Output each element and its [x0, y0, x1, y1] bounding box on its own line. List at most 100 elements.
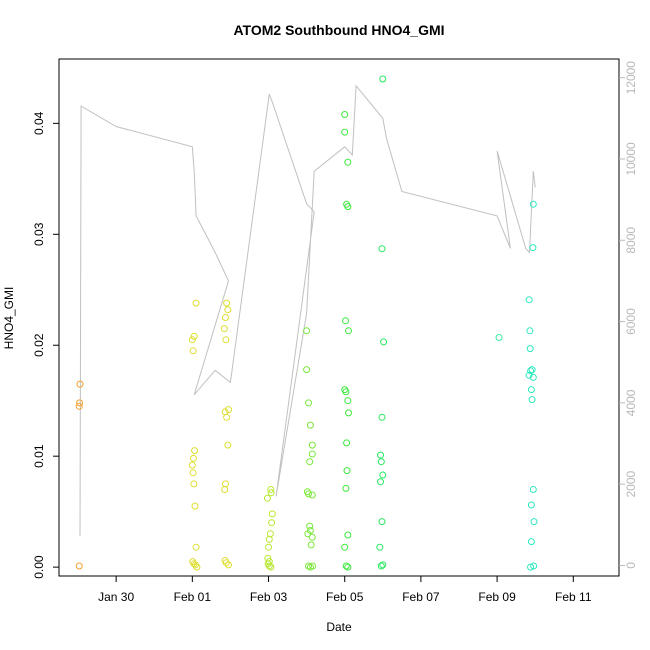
y2-tick-label-1: 2000 — [624, 470, 638, 497]
data-point-60 — [307, 541, 315, 549]
data-point-20 — [222, 314, 229, 321]
data-point-11 — [189, 469, 197, 477]
y2-tick-label-2: 4000 — [624, 389, 638, 416]
data-point-35 — [267, 489, 275, 497]
data-point-45 — [265, 558, 273, 566]
data-point-27 — [224, 441, 232, 449]
data-point-13 — [191, 502, 199, 510]
data-point-46 — [303, 327, 311, 335]
data-point-97 — [526, 345, 534, 353]
y-tick-label-0: 0.00 — [32, 555, 46, 579]
x-tick-label-6: Feb 11 — [555, 590, 592, 604]
data-point-29 — [221, 486, 229, 493]
data-point-108 — [530, 518, 538, 526]
data-point-99 — [527, 367, 535, 375]
x-axis-label: Date — [326, 620, 352, 634]
plot-frame — [58, 58, 620, 577]
data-point-84 — [380, 338, 388, 346]
data-point-51 — [308, 450, 316, 458]
altitude-line — [79, 84, 536, 537]
data-point-49 — [306, 421, 314, 429]
data-point-89 — [377, 478, 384, 486]
data-point-94 — [495, 334, 503, 341]
data-point-34 — [267, 486, 275, 493]
data-point-103 — [528, 396, 536, 404]
data-point-98 — [525, 371, 533, 379]
x-tick-label-1: Feb 01 — [174, 590, 212, 604]
x-tick-label-5: Feb 09 — [478, 590, 516, 604]
data-point-58 — [304, 530, 312, 538]
data-point-77 — [342, 484, 350, 492]
y-tick-label-3: 0.03 — [32, 222, 46, 246]
data-point-18 — [193, 563, 201, 571]
data-point-93 — [379, 561, 387, 569]
data-point-109 — [527, 538, 535, 546]
data-point-28 — [222, 480, 229, 488]
x-tick-label-3: Feb 05 — [326, 590, 364, 604]
data-point-76 — [343, 467, 351, 475]
data-point-36 — [268, 510, 276, 518]
y-tick-label-2: 0.02 — [32, 333, 46, 357]
data-point-111 — [530, 562, 538, 570]
data-point-83 — [378, 245, 386, 253]
data-point-74 — [345, 409, 352, 417]
data-point-86 — [377, 451, 384, 459]
data-point-102 — [527, 386, 535, 394]
data-point-81 — [344, 563, 352, 571]
y-axis-label: HNO4_GMI — [2, 287, 16, 350]
data-point-23 — [222, 336, 230, 344]
data-point-106 — [529, 486, 537, 493]
data-point-105 — [529, 244, 537, 252]
x-tick-label-4: Feb 07 — [402, 590, 440, 604]
data-point-54 — [305, 490, 312, 498]
y2-tick-label-5: 10000 — [624, 142, 638, 176]
data-point-5 — [189, 347, 197, 355]
x-axis: Jan 30 Feb 01 Feb 03 Feb 05 Feb 07 Feb 09 Feb … — [98, 576, 592, 604]
data-point-25 — [223, 413, 231, 421]
data-point-40 — [265, 543, 272, 551]
data-point-10 — [188, 461, 196, 469]
y2-tick-label-3: 6000 — [624, 308, 638, 335]
data-point-110 — [527, 563, 535, 571]
y2-tick-label-4: 8000 — [624, 227, 638, 254]
y2-tick-label-0: 0 — [624, 562, 638, 569]
data-point-37 — [268, 519, 276, 527]
data-point-7 — [192, 299, 200, 307]
x-tick-label-2: Feb 03 — [250, 590, 288, 604]
data-point-56 — [306, 522, 314, 530]
data-point-104 — [529, 200, 537, 208]
altitude-line-layer — [79, 84, 536, 537]
data-point-0 — [75, 402, 83, 410]
data-point-9 — [190, 454, 197, 462]
data-point-79 — [341, 543, 349, 551]
data-point-31 — [222, 559, 230, 567]
data-point-82 — [379, 75, 387, 83]
data-point-14 — [192, 543, 200, 551]
data-point-19 — [220, 325, 228, 333]
data-point-55 — [308, 491, 316, 499]
data-point-90 — [378, 518, 386, 526]
data-point-64 — [341, 111, 349, 118]
data-point-52 — [306, 458, 314, 466]
data-point-33 — [263, 494, 271, 502]
data-point-12 — [190, 480, 198, 488]
x-tick-label-0: Jan 30 — [98, 590, 134, 604]
data-point-101 — [529, 373, 537, 381]
data-point-50 — [308, 441, 316, 449]
y-axis-right: 0 2000 4000 6000 8000 10000 12000 — [619, 61, 638, 569]
y-tick-label-1: 0.01 — [32, 444, 46, 468]
data-point-107 — [527, 501, 535, 509]
data-point-91 — [376, 543, 384, 551]
data-point-73 — [344, 397, 352, 405]
y-tick-label-4: 0.04 — [32, 111, 46, 135]
data-point-47 — [303, 366, 311, 374]
data-point-48 — [305, 399, 312, 407]
data-point-59 — [308, 533, 316, 541]
data-point-72 — [342, 388, 350, 396]
data-point-8 — [191, 447, 199, 455]
data-point-38 — [266, 530, 274, 538]
data-point-22 — [224, 306, 232, 314]
data-point-70 — [345, 327, 352, 335]
data-point-6 — [190, 332, 198, 340]
